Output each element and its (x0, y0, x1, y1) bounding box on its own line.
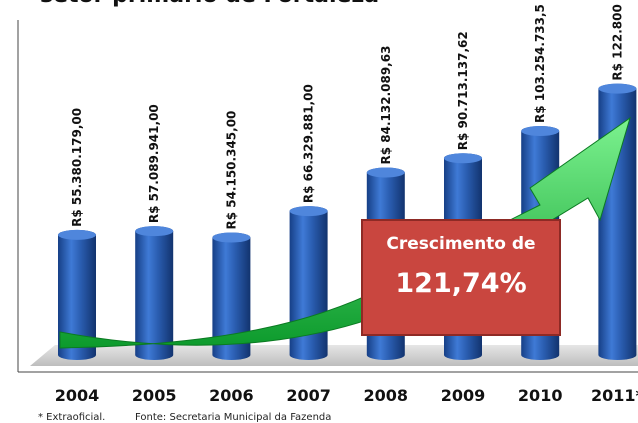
value-label: R$ 84.132.089,63 (379, 46, 393, 165)
bar-top (289, 206, 328, 217)
bar (58, 229, 96, 360)
bar-top (598, 83, 637, 94)
x-tick-label: 2011* (591, 386, 638, 405)
value-label: R$ 122.800 (610, 4, 624, 80)
bar-top (135, 226, 174, 237)
bar (135, 226, 174, 360)
annotation-text: Crescimento de (386, 234, 535, 254)
floor (30, 345, 638, 366)
footnote: * Extraoficial. (38, 412, 105, 423)
x-tick-label: 2004 (55, 386, 100, 405)
value-label: R$ 57.089.941,00 (147, 104, 161, 223)
value-label: R$ 90.713.137,62 (456, 31, 470, 150)
value-label: R$ 103.254.733,5 (533, 4, 547, 123)
chart-title: setor primário de Fortaleza (40, 0, 379, 8)
bar-top (444, 153, 482, 164)
value-label: R$ 55.380.179,00 (70, 108, 84, 227)
x-tick-label: 2007 (286, 386, 331, 405)
bar-top (212, 232, 251, 243)
x-tick-label: 2006 (209, 386, 254, 405)
x-tick-label: 2005 (132, 386, 177, 405)
annotation-value: 121,74% (395, 268, 526, 299)
value-label: R$ 66.329.881,00 (302, 84, 316, 203)
bar (212, 232, 251, 360)
bar-top (58, 229, 96, 240)
bar (598, 83, 637, 360)
bar-top (366, 167, 405, 178)
annotation-box (361, 219, 561, 336)
bar-top (521, 126, 560, 137)
x-tick-label: 2009 (441, 386, 486, 405)
x-tick-label: 2008 (364, 386, 409, 405)
source: Fonte: Secretaria Municipal da Fazenda (135, 412, 331, 423)
value-label: R$ 54.150.345,00 (224, 111, 238, 230)
x-tick-label: 2010 (518, 386, 563, 405)
